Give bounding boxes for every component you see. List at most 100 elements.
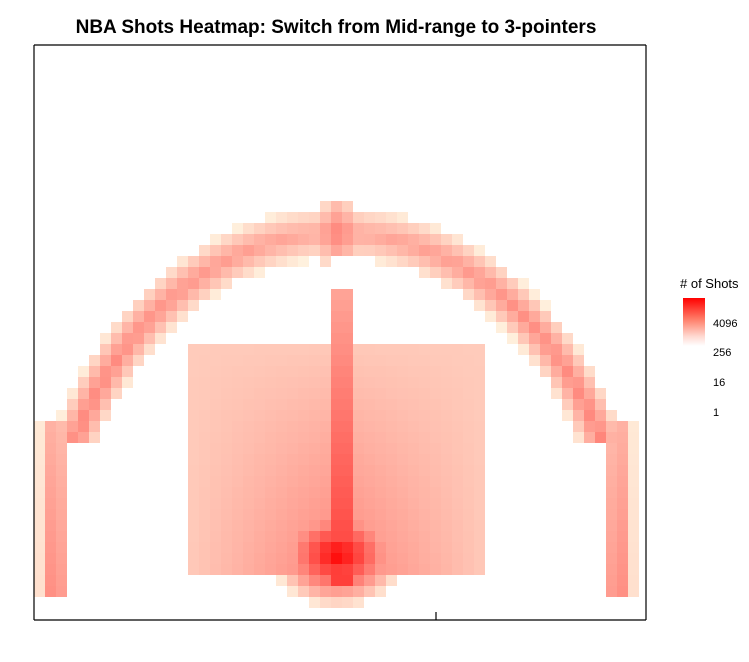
heatmap-cell-690	[265, 487, 276, 498]
heatmap-cell-134	[463, 278, 474, 289]
heatmap-cell-64	[265, 245, 276, 256]
heatmap-cell-661	[309, 476, 320, 487]
heatmap-cell-106	[474, 256, 485, 267]
heatmap-cell-329	[122, 377, 133, 388]
heatmap-cell-312	[397, 366, 408, 377]
heatmap-cell-885	[232, 553, 243, 564]
heatmap-cell-140	[144, 289, 155, 300]
heatmap-cell-40	[265, 234, 276, 245]
heatmap-cell-861	[331, 542, 342, 553]
heatmap-cell-886	[243, 553, 254, 564]
heatmap-cell-750	[199, 509, 210, 520]
heatmap-cell-438	[188, 410, 199, 421]
heatmap-cell-626	[287, 465, 298, 476]
heatmap-cell-927	[331, 564, 342, 575]
heatmap-cell-17	[243, 223, 254, 234]
heatmap-cell-551	[188, 443, 199, 454]
heatmap-cell-316	[441, 366, 452, 377]
heatmap-cell-470	[34, 421, 45, 432]
heatmap-cell-482	[254, 421, 265, 432]
heatmap-cell-501	[463, 421, 474, 432]
heatmap-cell-907	[474, 553, 485, 564]
heatmap-cell-249	[562, 344, 573, 355]
heatmap-cell-679	[628, 476, 639, 487]
heatmap-cell-293	[188, 366, 199, 377]
heatmap-cell-232	[342, 344, 353, 355]
heatmap-cell-256	[188, 355, 199, 366]
heatmap-cell-219	[199, 344, 210, 355]
heatmap-cell-611	[606, 454, 617, 465]
heatmap-cell-41	[276, 234, 287, 245]
heatmap-cell-778	[628, 509, 639, 520]
heatmap-cell-240	[430, 344, 441, 355]
heatmap-cell-571	[408, 443, 419, 454]
heatmap-cell-93	[276, 256, 287, 267]
heatmap-cell-252	[100, 355, 111, 366]
heatmap-cell-90	[243, 256, 254, 267]
heatmap-cell-442	[232, 410, 243, 421]
heatmap-cell-837	[430, 531, 441, 542]
heatmap-cell-235	[375, 344, 386, 355]
heatmap-cell-510	[45, 432, 56, 443]
heatmap-cell-724	[276, 498, 287, 509]
heatmap-cell-702	[397, 487, 408, 498]
heatmap-cell-670	[408, 476, 419, 487]
heatmap-cell-434	[67, 410, 78, 421]
heatmap-cell-970	[353, 586, 364, 597]
heatmap-cell-289	[89, 366, 100, 377]
heatmap-cell-822	[265, 531, 276, 542]
heatmap-cell-705	[430, 487, 441, 498]
legend-title: # of Shots	[680, 276, 739, 291]
heatmap-cell-503	[573, 421, 584, 432]
heatmap-cell-926	[320, 564, 331, 575]
heatmap-cell-291	[111, 366, 122, 377]
heatmap-cell-197	[540, 322, 551, 333]
heatmap-cell-773	[452, 509, 463, 520]
heatmap-cell-36	[221, 234, 232, 245]
heatmap-cell-495	[397, 421, 408, 432]
heatmap-cell-344	[342, 377, 353, 388]
heatmap-cell-114	[232, 267, 243, 278]
heatmap-cell-6	[298, 212, 309, 223]
heatmap-cell-104	[452, 256, 463, 267]
heatmap-cell-659	[287, 476, 298, 487]
heatmap-cell-398	[67, 399, 78, 410]
heatmap-cell-404	[210, 399, 221, 410]
heatmap-cell-789	[265, 520, 276, 531]
heatmap-cell-444	[254, 410, 265, 421]
heatmap-cell-628	[309, 465, 320, 476]
heatmap-cell-856	[276, 542, 287, 553]
heatmap-cell-755	[254, 509, 265, 520]
heatmap-cell-943	[628, 564, 639, 575]
heatmap-cell-850	[210, 542, 221, 553]
heatmap-cell-956	[375, 575, 386, 586]
legend: # of Shots 4096 256 16 1	[680, 276, 749, 419]
heatmap-cell-351	[419, 377, 430, 388]
heatmap-cell-852	[232, 542, 243, 553]
heatmap-cell-743	[606, 498, 617, 509]
heatmap-cell-727	[309, 498, 320, 509]
heatmap-cell-975	[628, 586, 639, 597]
heatmap-cell-243	[463, 344, 474, 355]
heatmap-cell-771	[430, 509, 441, 520]
heatmap-cell-494	[386, 421, 397, 432]
heatmap-cell-640	[441, 465, 452, 476]
heatmap-cell-341	[309, 377, 320, 388]
heatmap-cell-455	[375, 410, 386, 421]
heatmap-cell-879	[45, 553, 56, 564]
heatmap-cell-100	[408, 256, 419, 267]
heatmap-cell-948	[287, 575, 298, 586]
heatmap-cell-156	[133, 300, 144, 311]
heatmap-cell-215	[122, 344, 133, 355]
heatmap-cell-592	[276, 454, 287, 465]
heatmap-cell-14	[386, 212, 397, 223]
heatmap-cell-527	[320, 432, 331, 443]
heatmap-cell-800	[386, 520, 397, 531]
heatmap-cell-739	[441, 498, 452, 509]
heatmap-cell-568	[375, 443, 386, 454]
heatmap-cell-213	[100, 344, 111, 355]
heatmap-cell-299	[254, 366, 265, 377]
heatmap-cell-968	[331, 586, 342, 597]
heatmap-cell-546	[617, 432, 628, 443]
heatmap-cell-276	[408, 355, 419, 366]
